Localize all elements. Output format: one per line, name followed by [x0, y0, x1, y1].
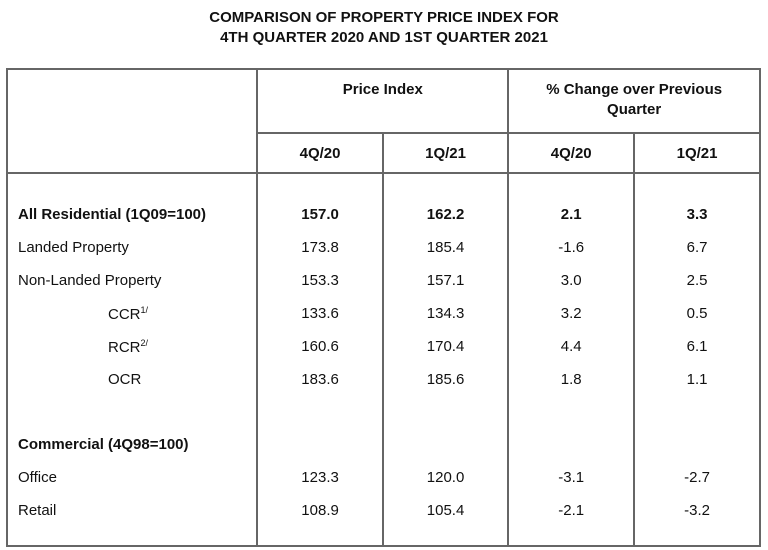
row-label-text: CCR	[108, 305, 141, 323]
value-cell: 2.1	[507, 198, 636, 231]
empty-cell	[633, 527, 761, 547]
table-row: All Residential (1Q09=100) 157.0 162.2 2.1 3…	[5, 198, 761, 231]
empty-cell	[256, 173, 384, 198]
value-cell: 162.2	[381, 198, 510, 231]
value-cell: 160.6	[256, 330, 384, 363]
value-cell: 185.4	[381, 231, 510, 264]
header-price-index: Price Index	[256, 68, 510, 134]
spacer-row	[5, 173, 761, 198]
header-pct-change: % Change over Previous Quarter	[507, 68, 761, 134]
empty-cell	[5, 173, 259, 198]
value-cell: 185.6	[381, 363, 510, 396]
row-label-text: Landed Property	[18, 239, 129, 256]
table-row: Landed Property 173.8 185.4 -1.6 6.7	[5, 231, 761, 264]
empty-cell	[256, 396, 384, 428]
value-cell	[633, 428, 761, 461]
row-label: RCR2/	[5, 330, 259, 363]
empty-cell	[381, 173, 510, 198]
value-cell: 120.0	[381, 461, 510, 494]
row-label: OCR	[5, 363, 259, 396]
value-cell: -3.1	[507, 461, 636, 494]
empty-cell	[381, 527, 510, 547]
value-cell: -2.7	[633, 461, 761, 494]
header-pct-change-text: % Change over Previous Quarter	[546, 81, 723, 118]
value-cell: 3.0	[507, 264, 636, 297]
empty-cell	[633, 173, 761, 198]
row-label-text: Commercial (4Q98=100)	[18, 436, 189, 453]
row-label-text: All Residential (1Q09=100)	[18, 206, 206, 223]
spacer-row	[5, 527, 761, 547]
value-cell: 1.8	[507, 363, 636, 396]
row-label-text: OCR	[108, 371, 142, 388]
value-cell: 3.3	[633, 198, 761, 231]
value-cell: 170.4	[381, 330, 510, 363]
subheader-4q20-index: 4Q/20	[256, 132, 384, 174]
value-cell: 105.4	[381, 494, 510, 527]
value-cell: 183.6	[256, 363, 384, 396]
row-label: Commercial (4Q98=100)	[5, 428, 259, 461]
value-cell: 157.1	[381, 264, 510, 297]
table-row: Commercial (4Q98=100)	[5, 428, 761, 461]
row-label: CCR1/	[5, 297, 259, 330]
row-label-text: RCR	[108, 338, 141, 356]
title-line-2: 4TH QUARTER 2020 AND 1ST QUARTER 2021	[220, 29, 548, 46]
row-label: All Residential (1Q09=100)	[5, 198, 259, 231]
empty-cell	[507, 527, 636, 547]
value-cell: -2.1	[507, 494, 636, 527]
row-label-text: Office	[18, 469, 57, 486]
value-cell: 2.5	[633, 264, 761, 297]
footnote-marker: 2/	[140, 337, 149, 348]
row-label: Landed Property	[5, 231, 259, 264]
footnote-marker: 1/	[140, 304, 149, 315]
subheader-1q21-index: 1Q/21	[381, 132, 510, 174]
value-cell: 123.3	[256, 461, 384, 494]
value-cell: 4.4	[507, 330, 636, 363]
value-cell: 134.3	[381, 297, 510, 330]
value-cell: 157.0	[256, 198, 384, 231]
empty-cell	[5, 396, 259, 428]
subheader-4q20-change: 4Q/20	[507, 132, 636, 174]
price-index-table: Price Index % Change over Previous Quart…	[5, 68, 761, 547]
table-row: RCR2/160.6 170.4 4.4 6.1	[5, 330, 761, 363]
value-cell: 153.3	[256, 264, 384, 297]
table-title: COMPARISON OF PROPERTY PRICE INDEX FOR 4…	[0, 8, 768, 48]
spacer-row	[5, 396, 761, 428]
empty-cell	[507, 396, 636, 428]
value-cell: -1.6	[507, 231, 636, 264]
value-cell: -3.2	[633, 494, 761, 527]
value-cell: 6.7	[633, 231, 761, 264]
value-cell: 173.8	[256, 231, 384, 264]
row-label: Non-Landed Property	[5, 264, 259, 297]
value-cell	[381, 428, 510, 461]
table-row: Retail 108.9 105.4 -2.1 -3.2	[5, 494, 761, 527]
value-cell: 133.6	[256, 297, 384, 330]
value-cell: 3.2	[507, 297, 636, 330]
value-cell	[507, 428, 636, 461]
table-row: Office 123.3 120.0 -3.1 -2.7	[5, 461, 761, 494]
empty-cell	[5, 527, 259, 547]
table-row: CCR1/133.6 134.3 3.2 0.5	[5, 297, 761, 330]
table-body: All Residential (1Q09=100) 157.0 162.2 2.1 3…	[5, 173, 761, 547]
value-cell	[256, 428, 384, 461]
row-label: Office	[5, 461, 259, 494]
subheader-1q21-change: 1Q/21	[633, 132, 761, 174]
empty-cell	[256, 527, 384, 547]
header-blank	[5, 68, 259, 174]
row-label-text: Retail	[18, 502, 57, 519]
value-cell: 0.5	[633, 297, 761, 330]
value-cell: 6.1	[633, 330, 761, 363]
value-cell: 108.9	[256, 494, 384, 527]
empty-cell	[507, 173, 636, 198]
row-label-text: Non-Landed Property	[18, 272, 162, 289]
row-label: Retail	[5, 494, 259, 527]
table-row: OCR 183.6 185.6 1.8 1.1	[5, 363, 761, 396]
table-row: Non-Landed Property 153.3 157.1 3.0 2.5	[5, 264, 761, 297]
empty-cell	[381, 396, 510, 428]
value-cell: 1.1	[633, 363, 761, 396]
title-line-1: COMPARISON OF PROPERTY PRICE INDEX FOR	[209, 9, 559, 26]
empty-cell	[633, 396, 761, 428]
